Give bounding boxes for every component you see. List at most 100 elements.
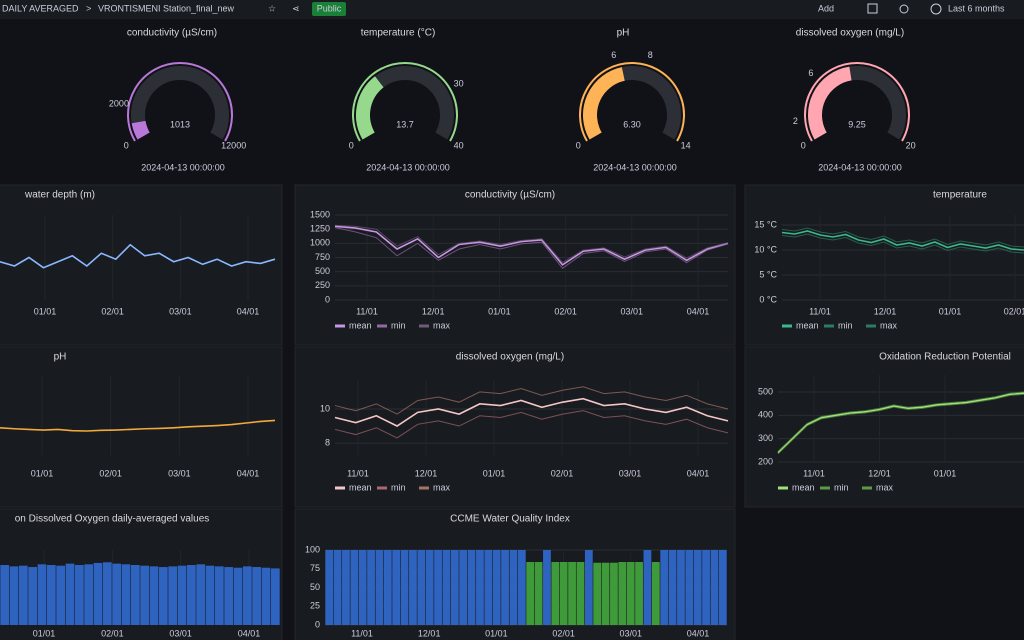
bar — [46, 565, 56, 625]
legend-label: min — [834, 482, 849, 492]
gauge-threshold — [579, 62, 685, 142]
bar — [526, 562, 535, 625]
panel-title: CCME Water Quality Index — [450, 514, 570, 525]
x-tick-label: 04/01 — [238, 628, 261, 638]
gauge-timestamp: 2024-04-13 00:00:00 — [818, 162, 902, 172]
y-tick-label: 50 — [310, 582, 320, 592]
bar — [643, 550, 652, 625]
y-tick-label: 15 °C — [754, 219, 777, 229]
gauge-timestamp: 2024-04-13 00:00:00 — [593, 162, 677, 172]
bar — [610, 562, 618, 625]
clock-icon[interactable] — [930, 3, 942, 15]
x-tick-label: 02/01 — [1004, 306, 1024, 316]
panel — [0, 184, 283, 346]
breadcrumb[interactable]: DAILY AVERAGED — [2, 3, 79, 13]
save-icon[interactable] — [867, 3, 878, 14]
separator: > — [86, 3, 91, 13]
x-tick-label: 01/01 — [485, 628, 508, 638]
bar — [400, 550, 409, 625]
bar — [37, 564, 47, 625]
x-tick-label: 01/01 — [31, 468, 54, 478]
y-tick-label: 100 — [305, 544, 320, 554]
series-line — [781, 227, 1024, 248]
time-range[interactable]: Last 6 months — [948, 3, 1005, 13]
bar — [618, 562, 627, 625]
bar — [543, 550, 551, 625]
x-tick-label: 11/01 — [809, 306, 831, 316]
bar — [252, 567, 262, 625]
bar — [392, 550, 401, 625]
y-tick-label: 1500 — [310, 209, 330, 219]
x-tick-label: 11/01 — [347, 468, 369, 478]
bar — [635, 562, 643, 625]
panel — [294, 184, 736, 346]
gauge-threshold — [127, 62, 233, 142]
bar — [718, 550, 727, 625]
bar — [270, 568, 280, 625]
panel-title: conductivity (µS/cm) — [465, 190, 555, 201]
gauge-value-arc — [808, 66, 852, 140]
legend-label: max — [433, 482, 451, 492]
bar — [102, 562, 112, 625]
legend-label: min — [838, 320, 853, 330]
gauge-timestamp: 2024-04-13 00:00:00 — [141, 162, 225, 172]
y-tick-label: 0 — [325, 294, 330, 304]
bar — [325, 550, 334, 625]
legend-label: min — [391, 482, 406, 492]
x-tick-label: 12/01 — [422, 306, 445, 316]
gauge-tick-label: 0 — [124, 140, 129, 150]
public-badge — [312, 2, 346, 16]
bar — [651, 562, 660, 625]
x-tick-label: 11/01 — [356, 306, 378, 316]
gauge-tick-label: 0 — [576, 140, 581, 150]
bar — [242, 566, 252, 625]
bar — [367, 550, 375, 625]
gauge-tick-label: 14 — [681, 140, 691, 150]
x-tick-label: 03/01 — [169, 306, 192, 316]
bar — [74, 565, 84, 625]
settings-icon[interactable] — [899, 4, 909, 14]
gauge-tick-label: 6 — [808, 68, 813, 78]
bar — [358, 550, 367, 625]
gauge-tick-label: 6 — [611, 50, 616, 60]
bar — [668, 550, 677, 625]
y-tick-label: 300 — [758, 433, 773, 443]
x-tick-label: 12/01 — [874, 306, 897, 316]
gauge-value-arc — [356, 76, 384, 140]
x-tick-label: 03/01 — [619, 468, 642, 478]
bar — [501, 550, 509, 625]
bar — [702, 550, 710, 625]
series-line — [334, 397, 729, 427]
share-icon[interactable]: ⋖ — [292, 3, 300, 13]
gauge-tick-label: 0 — [349, 140, 354, 150]
bar — [350, 550, 359, 625]
bar — [233, 567, 243, 625]
y-tick-label: 10 — [320, 403, 330, 413]
x-tick-label: 03/01 — [169, 628, 192, 638]
bar — [693, 550, 702, 625]
series-line — [334, 225, 729, 266]
gauge-title: temperature (°C) — [361, 28, 436, 39]
add-button[interactable]: Add — [818, 3, 834, 13]
series-line — [781, 230, 1024, 251]
series-line — [0, 243, 276, 269]
bar — [517, 550, 526, 625]
bar — [601, 562, 610, 625]
gauge-title: dissolved oxygen (mg/L) — [796, 28, 904, 39]
gauge-tick-label: 8 — [648, 50, 653, 60]
star-icon[interactable]: ☆ — [268, 3, 276, 13]
dashboard-title[interactable]: VRONTISMENI Station_final_new — [98, 3, 235, 13]
x-tick-label: 02/01 — [101, 306, 124, 316]
bar — [375, 550, 384, 625]
series-line — [334, 386, 729, 415]
series-line — [334, 224, 729, 264]
gauge-tick-label: 2 — [793, 116, 798, 126]
y-tick-label: 5 °C — [759, 269, 777, 279]
panel-title: Oxidation Reduction Potential — [879, 352, 1011, 363]
bar — [9, 566, 19, 625]
legend-label: max — [876, 482, 894, 492]
x-tick-label: 03/01 — [621, 306, 644, 316]
badge-text: Public — [317, 3, 342, 13]
bar — [84, 564, 94, 625]
bar — [140, 565, 150, 625]
